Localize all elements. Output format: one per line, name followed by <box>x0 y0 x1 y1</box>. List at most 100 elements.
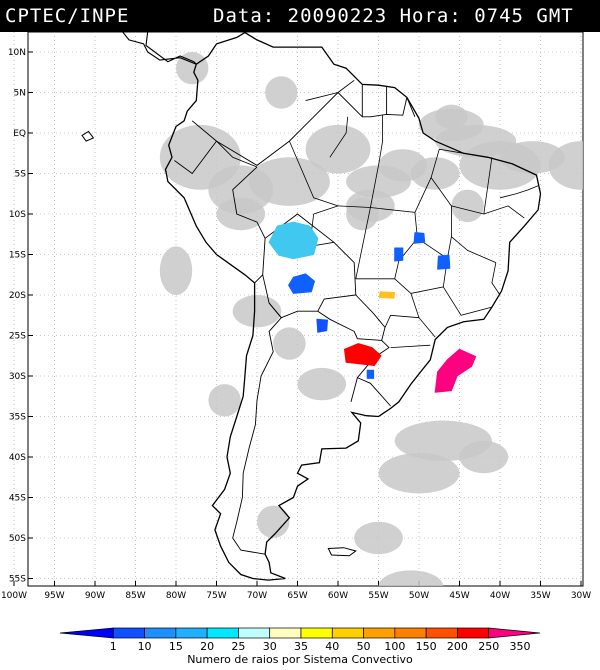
convective-system <box>437 254 451 270</box>
cloud-area <box>273 327 306 360</box>
convective-system <box>268 221 319 260</box>
lon-tick-label: 90W <box>85 591 105 601</box>
cloud-area <box>265 76 298 109</box>
country-border <box>406 97 416 117</box>
central-america-outline <box>122 32 197 65</box>
cloud-area <box>459 440 509 474</box>
lat-tick-label: 10S <box>9 210 26 220</box>
datetime-label: Data: 20090223 Hora: 0745 GMT <box>213 5 574 27</box>
cloud-area <box>208 384 241 417</box>
cloud-area <box>257 505 290 538</box>
legend-value: 10 <box>138 640 152 653</box>
legend-value: 35 <box>294 640 308 653</box>
cloud-area <box>410 157 460 190</box>
source-label: CPTEC/INPE <box>5 5 130 27</box>
state-border <box>329 116 349 158</box>
lat-tick-label: 25S <box>9 332 26 342</box>
country-border <box>356 340 391 407</box>
legend-swatch <box>394 627 427 639</box>
legend-swatch <box>238 627 271 639</box>
lat-tick-label: EQ <box>13 129 26 139</box>
state-border <box>390 344 431 348</box>
cloud-area <box>354 521 403 555</box>
legend-value: 100 <box>384 640 405 653</box>
lat-tick-label: 55S <box>9 575 26 585</box>
country-border <box>216 79 355 166</box>
state-border <box>483 205 525 219</box>
legend-swatch <box>488 627 541 639</box>
state-border <box>289 140 339 207</box>
legend-swatch <box>363 627 396 639</box>
cloud-area <box>248 157 330 206</box>
lon-tick-label: 50W <box>409 591 429 601</box>
legend-swatch <box>206 627 239 639</box>
state-border <box>394 258 448 294</box>
convective-system <box>394 247 404 262</box>
legend-swatch <box>331 627 364 639</box>
state-border <box>451 236 497 263</box>
continent-coastline <box>164 32 542 581</box>
lat-tick-label: 50S <box>9 534 26 544</box>
legend-value: 200 <box>447 640 468 653</box>
legend-swatch <box>457 627 490 639</box>
legend-value: 250 <box>478 640 499 653</box>
legend-value: 50 <box>357 640 371 653</box>
lat-tick-label: 5S <box>15 170 27 180</box>
cloud-area <box>378 570 444 586</box>
lon-tick-label: 65W <box>287 591 307 601</box>
country-border <box>337 92 408 118</box>
state-border <box>370 115 384 208</box>
convective-systems <box>268 221 477 393</box>
convective-system <box>413 232 426 244</box>
longitude-labels: 100W 95W 90W 85W 80W 75W 70W 65W 60W 55W 50W 45W 40W… <box>1 591 591 601</box>
legend-value: 350 <box>510 640 531 653</box>
lon-tick-label: 95W <box>44 591 64 601</box>
convective-system <box>366 369 375 379</box>
state-border <box>384 314 420 328</box>
legend-value: 20 <box>200 640 214 653</box>
lon-tick-label: 35W <box>530 591 550 601</box>
cloud-area <box>216 197 266 231</box>
cloud-area <box>548 141 583 190</box>
cloud-area <box>451 189 484 223</box>
country-border <box>264 213 357 319</box>
cloud-area <box>176 51 209 85</box>
country-border <box>232 274 282 555</box>
lon-tick-label: 70W <box>247 591 267 601</box>
latitude-labels: 10N 5N EQ 5S 10S 15S 20S 25S 30S 35S 40S 45S 50S 55S <box>8 48 26 585</box>
cloud-area <box>435 104 468 129</box>
convective-system <box>344 343 382 366</box>
convective-system <box>288 273 315 294</box>
legend-swatch <box>300 627 333 639</box>
lat-tick-label: 40S <box>9 453 26 463</box>
legend-swatch <box>425 627 458 639</box>
lat-tick-label: 45S <box>9 494 26 504</box>
title-bar: CPTEC/INPE Data: 20090223 Hora: 0745 GMT <box>0 0 600 32</box>
legend-value: 15 <box>169 640 183 653</box>
falkland-islands <box>327 547 357 557</box>
cloud-area <box>305 124 371 174</box>
country-border <box>191 120 258 168</box>
legend-value: 1 <box>110 640 117 653</box>
lat-tick-label: 15S <box>9 251 26 261</box>
state-border <box>499 185 539 199</box>
lat-tick-label: 35S <box>9 413 26 423</box>
legend-swatch <box>175 627 208 639</box>
state-border <box>355 207 371 279</box>
legend-swatch <box>112 627 145 639</box>
legend-colorbar: 1 10 15 20 25 30 35 40 50 100 150 200 250 350 <box>59 627 541 653</box>
lat-tick-label: 10N <box>8 48 26 58</box>
cloud-area <box>378 452 460 494</box>
galapagos-islands <box>81 130 95 142</box>
country-border <box>350 377 358 403</box>
lat-lon-grid <box>13 32 583 586</box>
convective-system <box>434 348 477 393</box>
lon-tick-label: 80W <box>166 591 186 601</box>
lon-tick-label: 55W <box>368 591 388 601</box>
south-america-outline <box>81 32 542 581</box>
cloud-layer <box>159 51 583 586</box>
lon-tick-label: 60W <box>328 591 348 601</box>
country-border <box>317 294 386 341</box>
legend-value: 30 <box>263 640 277 653</box>
lon-tick-label: 85W <box>125 591 145 601</box>
